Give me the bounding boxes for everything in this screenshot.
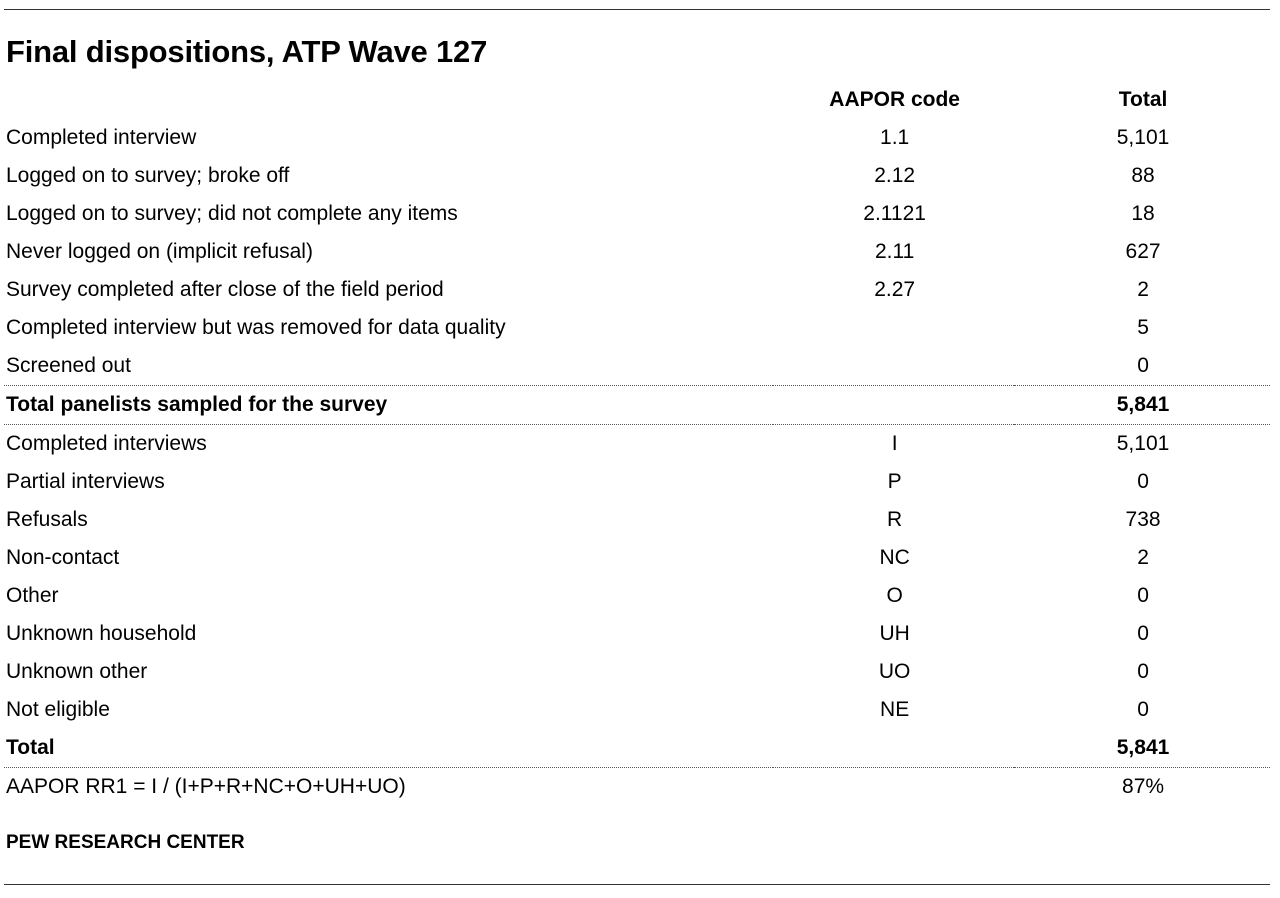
- row-code: R: [887, 508, 903, 531]
- row-label: Refusals: [6, 508, 88, 531]
- table-row: Unknown other UO 0: [4, 653, 1270, 691]
- bottom-rule: [4, 884, 1270, 885]
- table-row: Survey completed after close of the fiel…: [4, 271, 1270, 309]
- header-row: AAPOR code Total: [4, 81, 1270, 119]
- table-row: Completed interview 1.1 5,101: [4, 119, 1270, 157]
- row-label: Survey completed after close of the fiel…: [6, 278, 444, 301]
- header-label: [4, 81, 773, 119]
- row-total: 0: [1137, 698, 1149, 721]
- row-total: 2: [1137, 278, 1149, 301]
- table-row: Logged on to survey; did not complete an…: [4, 195, 1270, 233]
- row-code: UO: [878, 660, 911, 683]
- row-label: Partial interviews: [6, 470, 165, 493]
- row-code: I: [891, 432, 898, 455]
- row-code: UH: [879, 622, 910, 645]
- row-total: 5,841: [1014, 385, 1270, 425]
- row-total: 0: [1137, 354, 1149, 377]
- table-row: Other O 0: [4, 577, 1270, 615]
- row-total: 5: [1137, 316, 1149, 339]
- table-row: Refusals R 738: [4, 501, 1270, 539]
- row-code: [773, 729, 1015, 768]
- header-aapor-code: AAPOR code: [829, 88, 960, 111]
- table-row: Partial interviews P 0: [4, 463, 1270, 501]
- row-total: 2: [1137, 546, 1149, 569]
- row-code: 2.12: [874, 164, 916, 187]
- row-label: Logged on to survey; broke off: [6, 164, 290, 187]
- row-total: 88: [1131, 164, 1155, 187]
- row-label: Completed interviews: [6, 432, 207, 455]
- table-row: Non-contact NC 2: [4, 539, 1270, 577]
- row-label: Completed interview but was removed for …: [6, 316, 506, 339]
- row-code: NC: [879, 546, 910, 569]
- row-label: Unknown other: [6, 660, 148, 683]
- row-code: [773, 768, 1014, 807]
- row-total: 87%: [1122, 775, 1165, 798]
- row-code: [773, 347, 1014, 386]
- total-row: Total 5,841: [4, 729, 1270, 768]
- row-label: Other: [6, 584, 59, 607]
- row-total: 18: [1131, 202, 1155, 225]
- row-label: Never logged on (implicit refusal): [6, 240, 313, 263]
- row-label: Screened out: [6, 354, 131, 377]
- row-label: Not eligible: [6, 698, 110, 721]
- row-total: 0: [1137, 470, 1149, 493]
- response-rate-row: AAPOR RR1 = I / (I+P+R+NC+O+UH+UO) 87%: [4, 768, 1270, 807]
- row-total: 0: [1137, 622, 1149, 645]
- header-total: Total: [1118, 88, 1168, 111]
- subtotal-row: Total panelists sampled for the survey 5…: [4, 385, 1270, 425]
- table-row: Completed interview but was removed for …: [4, 309, 1270, 347]
- row-total: 0: [1137, 660, 1149, 683]
- row-label: Total panelists sampled for the survey: [4, 385, 774, 425]
- top-rule: [4, 9, 1270, 10]
- row-code: 2.11: [874, 240, 915, 263]
- row-label: Completed interview: [6, 126, 197, 149]
- table-row: Screened out 0: [4, 347, 1270, 386]
- row-label: Total: [4, 729, 774, 768]
- table-row: Completed interviews I 5,101: [4, 425, 1270, 464]
- row-code: 1.1: [880, 126, 910, 149]
- row-total: 738: [1125, 508, 1161, 531]
- row-total: 5,101: [1116, 432, 1170, 455]
- row-code: [773, 309, 1014, 347]
- row-total: 5,841: [1014, 729, 1270, 768]
- row-total: 627: [1125, 240, 1161, 263]
- row-code: [773, 385, 1015, 425]
- row-label: Non-contact: [6, 546, 120, 569]
- row-code: 2.27: [874, 278, 916, 301]
- table-title: Final dispositions, ATP Wave 127: [6, 34, 488, 69]
- row-code: O: [886, 584, 903, 607]
- table-row: Logged on to survey; broke off 2.12 88: [4, 157, 1270, 195]
- row-total: 5,101: [1116, 126, 1170, 149]
- row-code: NE: [880, 698, 910, 721]
- source-credit: PEW RESEARCH CENTER: [6, 832, 245, 853]
- table-row: Unknown household UH 0: [4, 615, 1270, 653]
- row-label: AAPOR RR1 = I / (I+P+R+NC+O+UH+UO): [6, 775, 406, 798]
- table-row: Never logged on (implicit refusal) 2.11 …: [4, 233, 1270, 271]
- row-label: Logged on to survey; did not complete an…: [6, 202, 458, 225]
- row-label: Unknown household: [6, 622, 197, 645]
- dispositions-table: AAPOR code Total Completed interview 1.1…: [4, 81, 1270, 806]
- row-total: 0: [1137, 584, 1149, 607]
- row-code: P: [887, 470, 902, 493]
- row-code: 2.1121: [863, 202, 926, 225]
- table-row: Not eligible NE 0: [4, 691, 1270, 729]
